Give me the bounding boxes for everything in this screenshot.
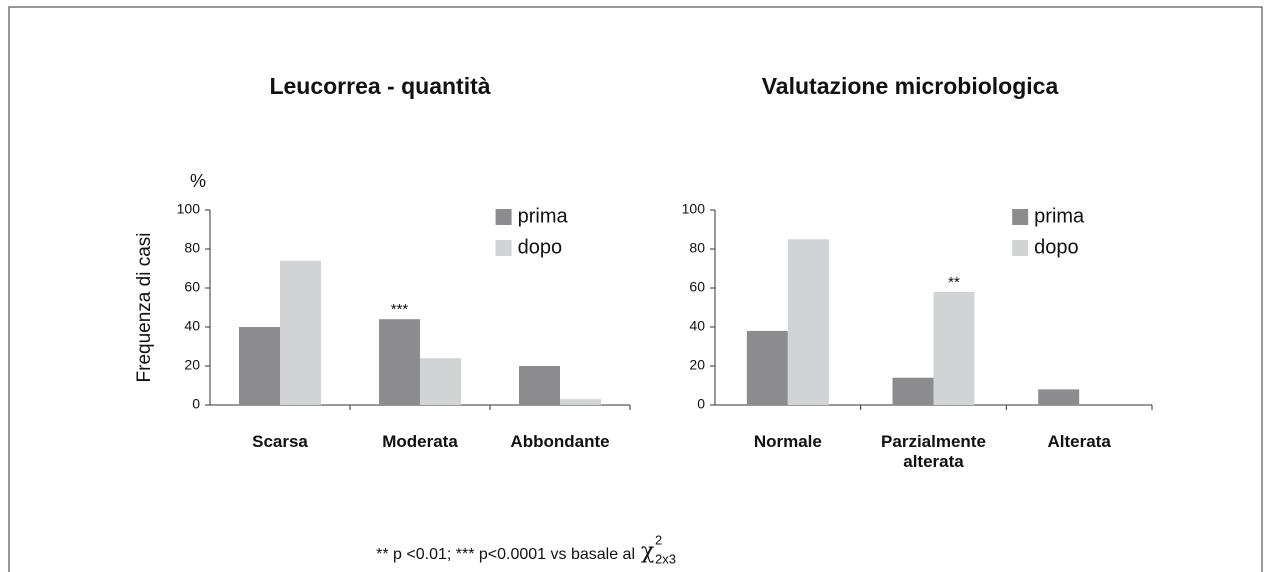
bar bbox=[239, 327, 280, 405]
x-tick-label-box: Scarsa bbox=[252, 432, 308, 451]
x-tick-label: Alterata bbox=[1047, 432, 1111, 451]
bar bbox=[1038, 389, 1080, 405]
x-tick-label: Normale bbox=[753, 432, 822, 451]
annotation: *** bbox=[391, 301, 409, 318]
bar bbox=[746, 330, 788, 405]
legend-label: dopo bbox=[518, 236, 563, 258]
y-unit: % bbox=[190, 171, 206, 191]
y-tick-label: 80 bbox=[689, 240, 705, 256]
legend-swatch bbox=[1012, 209, 1029, 225]
annotation: ** bbox=[948, 274, 960, 291]
y-tick-label: 100 bbox=[682, 201, 706, 217]
y-axis-label: Frequenza di casi bbox=[134, 233, 155, 383]
x-tick-label: Abbondante bbox=[510, 432, 610, 451]
bar bbox=[280, 260, 321, 405]
y-tick-label: 60 bbox=[689, 279, 705, 295]
y-tick-label: 100 bbox=[177, 201, 201, 217]
y-tick-label: 0 bbox=[192, 396, 200, 412]
bar bbox=[787, 239, 829, 405]
legend-label: prima bbox=[518, 205, 569, 227]
y-tick-label: 40 bbox=[184, 318, 200, 334]
x-tick-label: Scarsa bbox=[252, 432, 308, 451]
y-tick-label: 0 bbox=[697, 396, 705, 412]
y-tick-label: 40 bbox=[689, 318, 705, 334]
y-tick-label: 20 bbox=[184, 357, 200, 373]
bar bbox=[420, 358, 461, 405]
x-tick-label: Moderata bbox=[382, 432, 458, 451]
legend-label: dopo bbox=[1034, 236, 1079, 258]
frame bbox=[8, 6, 1263, 572]
legend-swatch bbox=[495, 240, 512, 256]
chart-title: Leucorrea - quantità bbox=[269, 73, 490, 99]
x-tick-label-box: Alterata bbox=[1047, 432, 1111, 451]
x-tick-label-box: Moderata bbox=[382, 432, 458, 451]
legend-swatch bbox=[1012, 240, 1029, 256]
bar bbox=[933, 291, 975, 405]
footnote-sup: 2 bbox=[655, 532, 662, 547]
footnote-symbol: χ bbox=[641, 539, 654, 564]
y-tick-label: 80 bbox=[184, 240, 200, 256]
bar bbox=[379, 319, 420, 405]
bar bbox=[892, 377, 934, 405]
y-tick-label: 20 bbox=[689, 357, 705, 373]
bar bbox=[519, 366, 560, 405]
chart-title: Valutazione microbiologica bbox=[762, 73, 1059, 99]
footnote: ** p <0.01; *** p<0.0001 vs basale al bbox=[376, 546, 635, 563]
x-tick-label-box: Normale bbox=[753, 432, 822, 451]
bar bbox=[560, 399, 601, 405]
y-tick-label: 60 bbox=[184, 279, 200, 295]
legend-label: prima bbox=[1034, 205, 1085, 227]
x-tick-label: Parzialmente alterata bbox=[881, 432, 986, 471]
footnote-sub: 2x3 bbox=[655, 551, 676, 566]
x-tick-label-box: Abbondante bbox=[510, 432, 610, 451]
x-tick-label-box: Parzialmente alterata bbox=[881, 432, 986, 471]
legend-swatch bbox=[495, 209, 512, 225]
